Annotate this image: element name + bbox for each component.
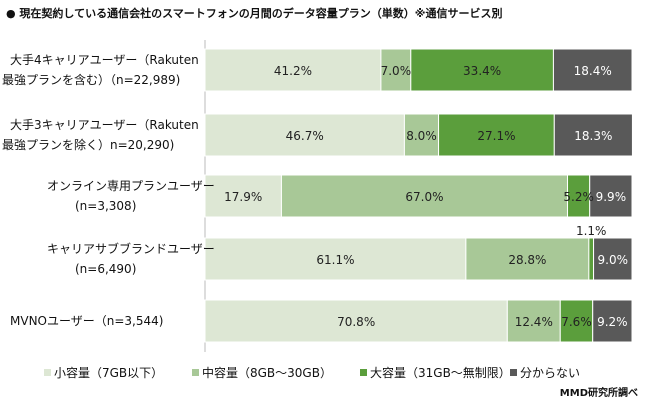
data-label: 28.8% [508, 253, 546, 267]
data-label: 18.4% [574, 64, 612, 78]
category-label: 最強プランを除く）n=20,290) [2, 137, 174, 152]
data-label: 41.2% [274, 64, 312, 78]
bar-segment [204, 174, 282, 218]
data-label: 5.2% [563, 190, 594, 204]
bar-segment [588, 237, 595, 281]
legend-swatch [192, 369, 199, 376]
data-label: 17.9% [224, 190, 262, 204]
category-label: 大手4キャリアユーザー（Rakuten [10, 53, 199, 67]
category-label: (n=6,490) [75, 262, 136, 276]
bar-segment [280, 174, 569, 218]
data-label: 46.7% [286, 129, 324, 143]
bar-segment [552, 48, 633, 92]
data-label: 9.9% [596, 190, 627, 204]
data-label: 70.8% [337, 315, 375, 329]
data-label: 8.0% [406, 129, 437, 143]
data-label: 1.1% [576, 224, 607, 238]
data-label: 9.0% [598, 253, 629, 267]
legend-label: 中容量（8GB～30GB） [202, 365, 332, 380]
legend-label: 大容量（31GB～無制限） [370, 365, 511, 380]
legend-label: 小容量（7GB以下） [54, 365, 163, 380]
category-label: MVNOユーザー（n=3,544) [10, 314, 163, 328]
bar-segment [465, 237, 590, 281]
data-label: 18.3% [574, 129, 612, 143]
bar-segment [410, 48, 554, 92]
category-label: キャリアサブブランドユーザー [47, 241, 215, 256]
bar-segment [592, 299, 633, 343]
bar-segment [380, 48, 412, 92]
legend-swatch [360, 369, 367, 376]
data-label: 33.4% [463, 64, 501, 78]
data-label: 12.4% [515, 315, 553, 329]
bar-segment [593, 237, 633, 281]
legend-swatch [44, 369, 51, 376]
bar-segment [589, 174, 633, 218]
data-label: 61.1% [316, 253, 354, 267]
data-label: 27.1% [477, 129, 515, 143]
legend-label: 分からない [520, 366, 580, 380]
category-label: (n=3,308) [75, 199, 136, 213]
data-label: 7.0% [381, 64, 412, 78]
category-label: オンライン専用プランユーザー [47, 179, 215, 193]
bar-segment [204, 237, 467, 281]
data-label: 67.0% [405, 190, 443, 204]
category-label: 最強プランを含む）（n=22,989) [2, 72, 180, 87]
source-note: MMD研究所調べ [560, 386, 638, 399]
data-label: 9.2% [597, 315, 628, 329]
category-label: 大手3キャリアユーザー（Rakuten [10, 118, 199, 132]
legend-swatch [510, 369, 517, 376]
chart-title: ● 現在契約している通信会社のスマートフォンの月間のデータ容量プラン（単数）※通… [6, 6, 502, 20]
bar-segment [553, 113, 633, 157]
data-label: 7.6% [561, 315, 592, 329]
